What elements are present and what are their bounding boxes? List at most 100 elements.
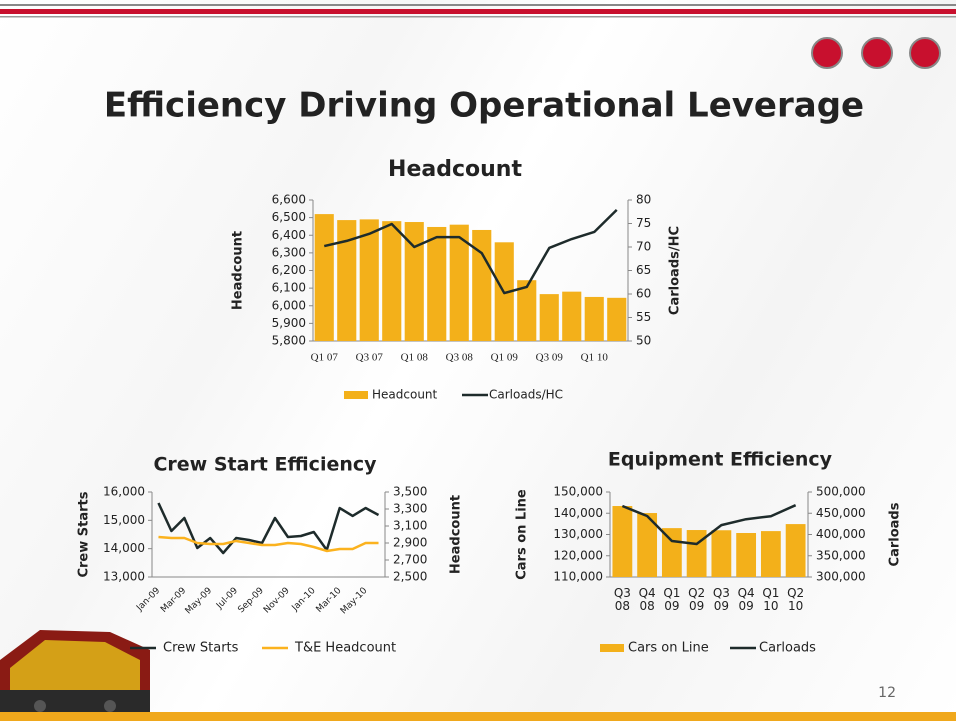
x-tick-label: Jan-09: [134, 586, 162, 614]
legend-swatch: [344, 391, 368, 399]
y-tick-label: 5,900: [272, 316, 306, 330]
bar: [711, 530, 731, 577]
top-rule: [0, 4, 956, 6]
bar: [585, 297, 604, 341]
bar: [540, 294, 559, 341]
bar: [427, 227, 446, 341]
legend-label: Carloads: [759, 641, 816, 656]
y-tick-label: 110,000: [553, 570, 603, 584]
logos: [812, 38, 940, 68]
slide-graphics: Efficiency Driving Operational Leverage …: [0, 0, 956, 721]
legend-label: Carloads/HC: [489, 388, 563, 402]
y-tick-label: 14,000: [103, 541, 145, 555]
slide-title: Efficiency Driving Operational Leverage: [104, 86, 864, 126]
y-tick-label: 6,200: [272, 263, 306, 277]
y-tick-label: 5,800: [272, 334, 306, 348]
x-tick-label: Q3 08: [446, 352, 474, 364]
bar: [607, 298, 626, 341]
x-tick-label: Nov-09: [262, 586, 292, 616]
bar: [612, 506, 632, 577]
x-tick-label: Q4 08: [634, 587, 660, 613]
y-tick-label: 13,000: [103, 570, 145, 584]
chart-title: Headcount: [388, 157, 522, 182]
y2-tick-label: 75: [636, 216, 651, 230]
line-series: [158, 537, 378, 551]
bar: [360, 219, 379, 341]
y2-axis-title: Carloads/HC: [668, 226, 683, 315]
y-tick-label: 6,100: [272, 281, 306, 295]
y-tick-label: 15,000: [103, 513, 145, 527]
y2-tick-label: 300,000: [816, 570, 866, 584]
y-tick-label: 6,000: [272, 298, 306, 312]
y2-tick-label: 2,700: [393, 553, 427, 567]
bar: [382, 221, 401, 341]
y2-tick-label: 65: [636, 263, 651, 277]
legend-label: Crew Starts: [163, 641, 239, 656]
legend-label: Cars on Line: [628, 641, 709, 656]
x-tick-label: Q3 09: [536, 352, 564, 364]
bar: [687, 530, 707, 577]
y-tick-label: 6,300: [272, 245, 306, 259]
legend-swatch: [600, 644, 624, 652]
x-tick-label: Q2 09: [684, 587, 710, 613]
y-tick-label: 140,000: [553, 506, 603, 520]
bar: [472, 230, 491, 341]
slide: Efficiency Driving Operational Leverage …: [0, 0, 956, 721]
y-tick-label: 16,000: [103, 485, 145, 499]
bar: [736, 533, 756, 577]
x-tick-label: May-09: [184, 586, 215, 617]
page-number: 12: [878, 685, 896, 701]
y2-tick-label: 3,100: [393, 519, 427, 533]
y2-tick-label: 80: [636, 193, 651, 207]
x-tick-label: Q1 10: [758, 587, 784, 613]
y2-tick-label: 3,500: [393, 485, 427, 499]
y-tick-label: 6,400: [272, 228, 306, 242]
bar: [315, 214, 334, 341]
y2-tick-label: 3,300: [393, 502, 427, 516]
x-tick-label: Q4 09: [733, 587, 759, 613]
x-tick-label: Q1 10: [581, 352, 609, 364]
x-tick-label: Q3 08: [609, 587, 635, 613]
y2-tick-label: 400,000: [816, 527, 866, 541]
y-tick-label: 130,000: [553, 527, 603, 541]
y2-tick-label: 450,000: [816, 506, 866, 520]
x-tick-label: Q2 10: [783, 587, 809, 613]
y-axis-title: Headcount: [231, 231, 246, 310]
x-tick-label: Q1 08: [401, 352, 429, 364]
x-tick-label: Jan-10: [290, 586, 318, 614]
x-tick-label: Q3 07: [356, 352, 384, 364]
train: [0, 630, 150, 712]
y2-tick-label: 2,900: [393, 536, 427, 550]
x-tick-label: Sep-09: [236, 586, 266, 616]
y2-axis-title: Headcount: [449, 495, 464, 574]
y-axis-title: Crew Starts: [77, 491, 92, 577]
y2-tick-label: 60: [636, 287, 651, 301]
chart-title: Crew Start Efficiency: [153, 454, 377, 476]
bar: [786, 524, 806, 577]
y-tick-label: 6,500: [272, 210, 306, 224]
legend-label: T&E Headcount: [294, 641, 396, 656]
chart-title: Equipment Efficiency: [608, 449, 833, 471]
x-tick-label: Q3 09: [708, 587, 734, 613]
y2-tick-label: 350,000: [816, 548, 866, 562]
y2-tick-label: 70: [636, 240, 651, 254]
x-tick-label: Q1 09: [491, 352, 519, 364]
top-band: [0, 9, 956, 14]
bar: [562, 292, 581, 341]
x-tick-label: Q1 09: [659, 587, 685, 613]
x-tick-label: May-10: [339, 586, 370, 617]
x-tick-label: Q1 07: [311, 352, 339, 364]
y-tick-label: 150,000: [553, 485, 603, 499]
legend-label: Headcount: [372, 388, 438, 402]
y2-tick-label: 2,500: [393, 570, 427, 584]
y-tick-label: 6,600: [272, 193, 306, 207]
y-axis-title: Cars on Line: [515, 489, 530, 580]
top-rule: [0, 16, 956, 18]
y2-tick-label: 500,000: [816, 485, 866, 499]
y-tick-label: 120,000: [553, 548, 603, 562]
y2-tick-label: 50: [636, 334, 651, 348]
bottom-band: [0, 712, 956, 721]
bar: [761, 531, 781, 577]
y2-tick-label: 55: [636, 310, 651, 324]
y2-axis-title: Carloads: [888, 502, 903, 566]
